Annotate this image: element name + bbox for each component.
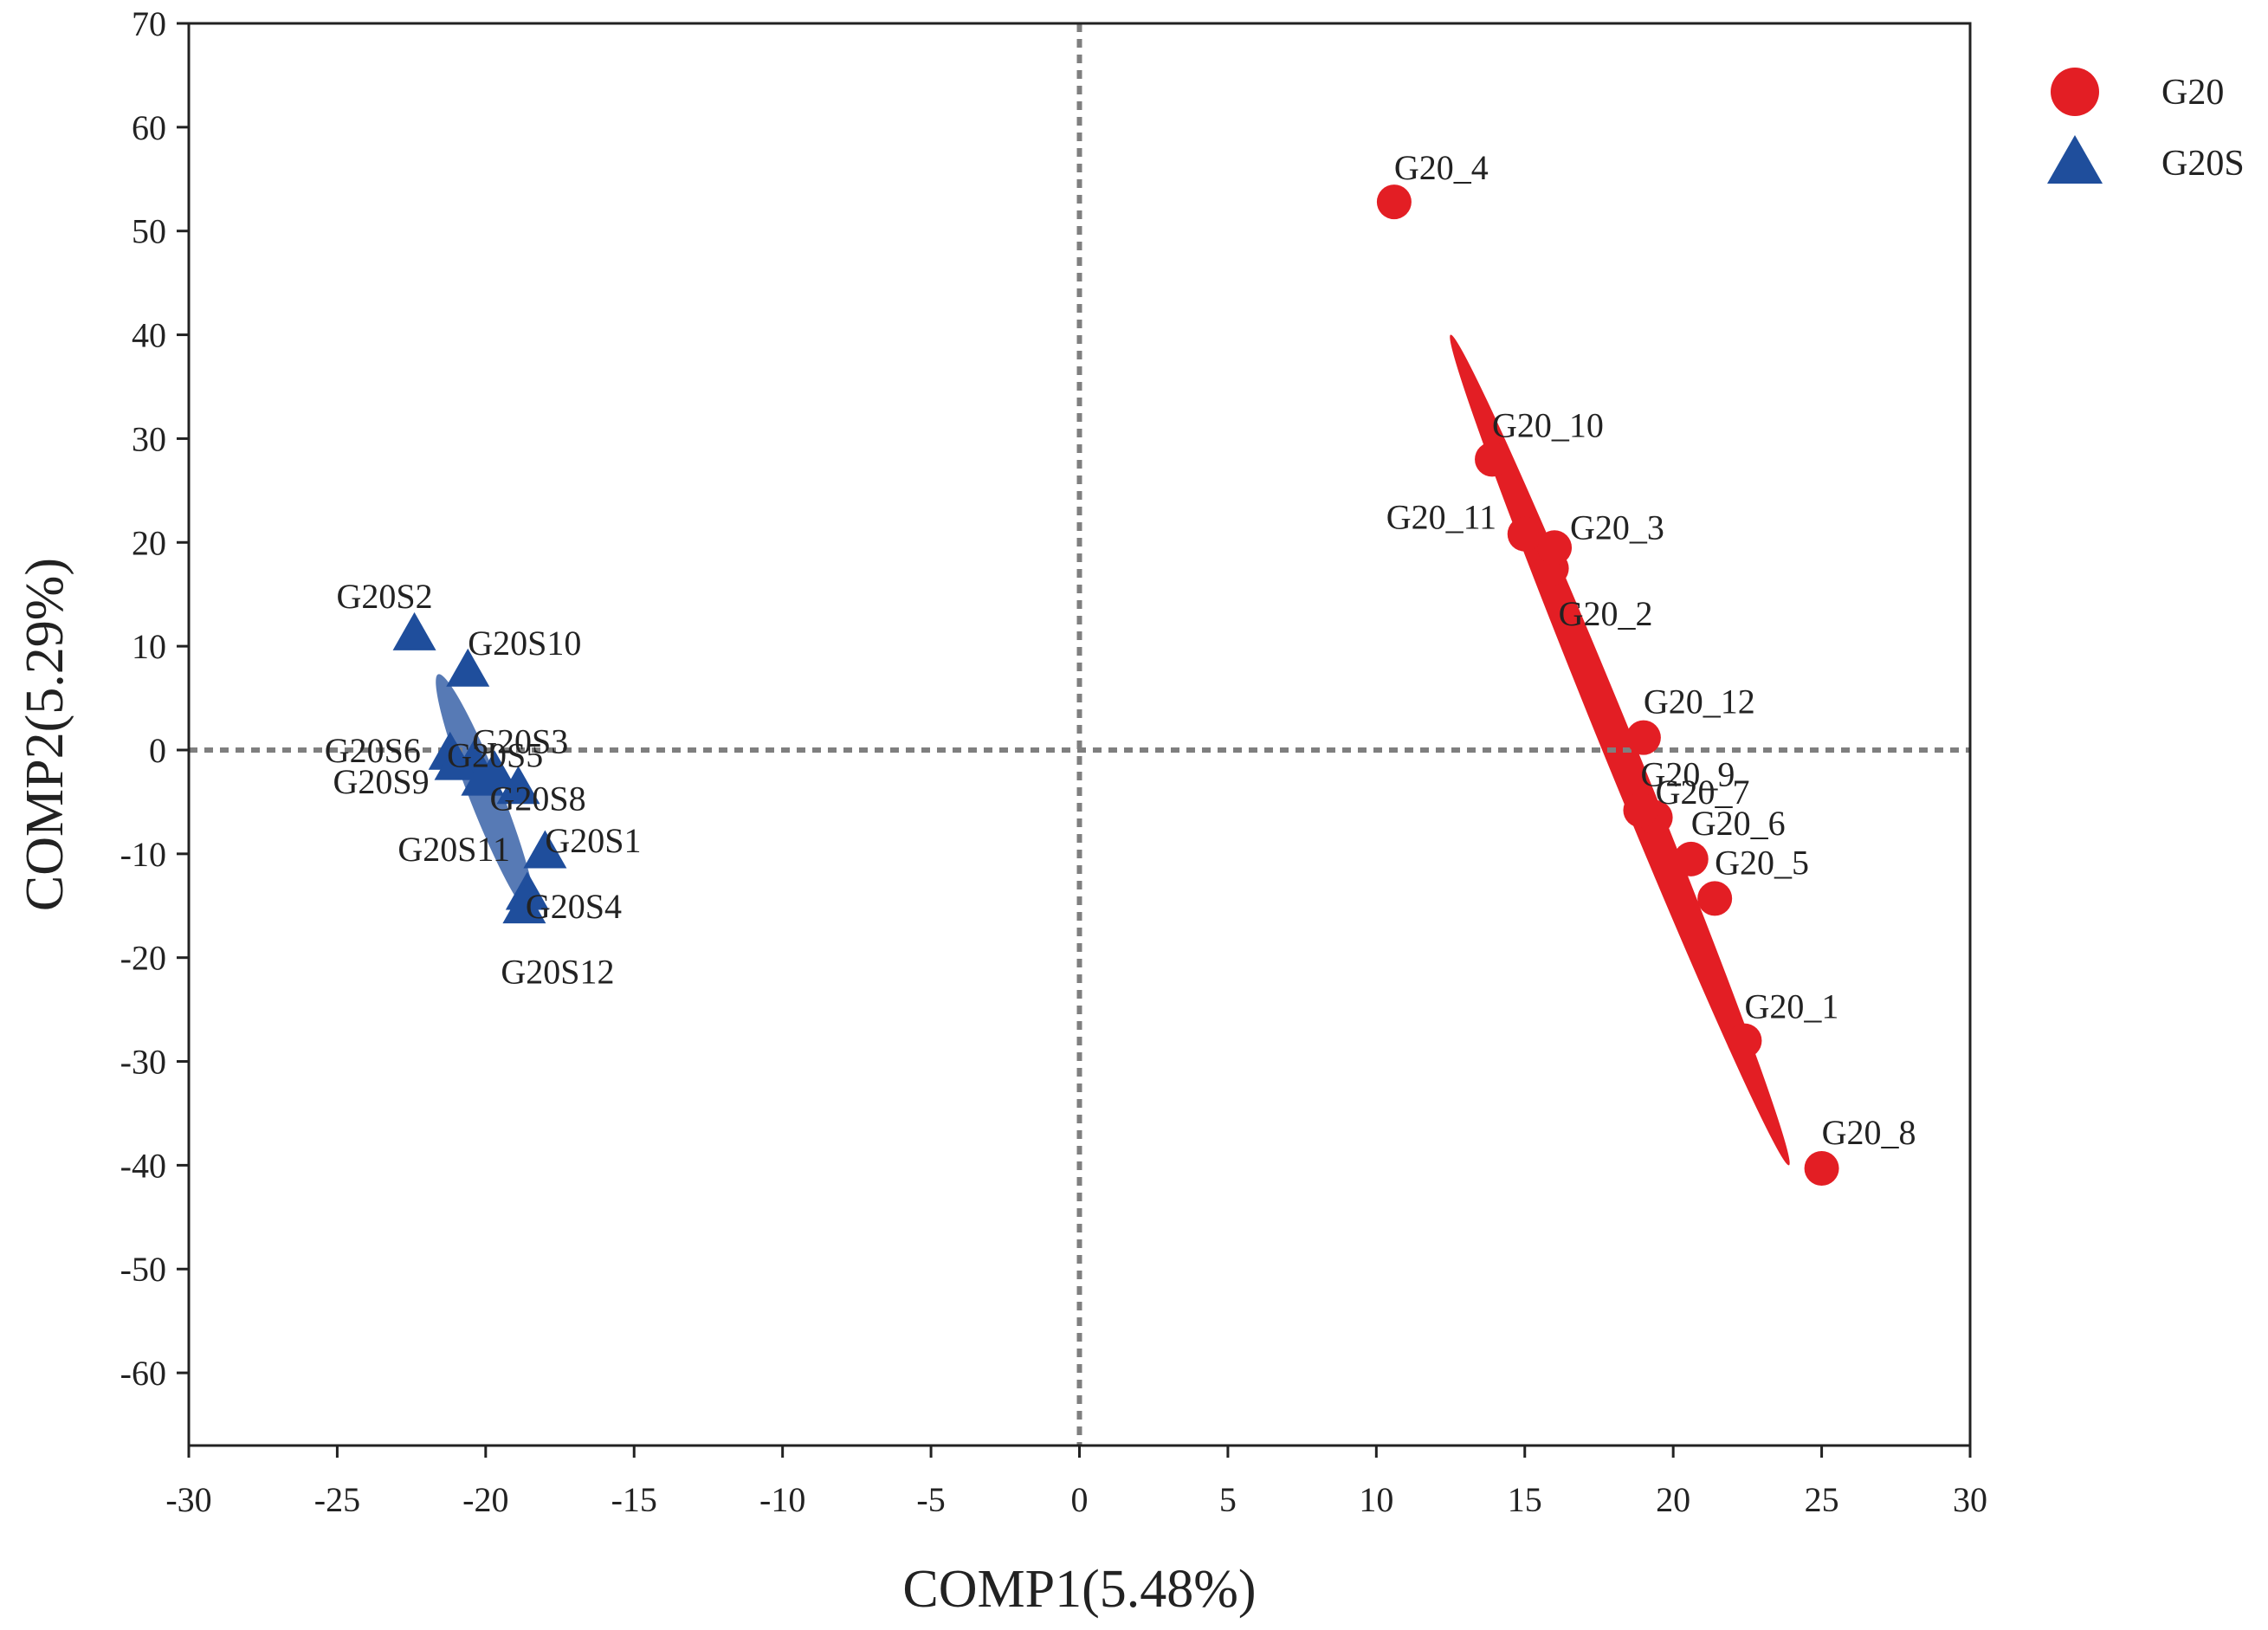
point-label-g20-5: G20_5: [1715, 843, 1809, 882]
point-g20s9: [434, 741, 478, 780]
point-label-g20-12: G20_12: [1644, 682, 1755, 721]
point-g20-5: [1697, 881, 1733, 916]
point-label-g20s5: G20S5: [447, 736, 543, 775]
point-g20s10: [446, 648, 490, 687]
reference-lines: [189, 23, 1970, 1446]
x-tick-label: 10: [1359, 1480, 1393, 1519]
y-tick-label: 50: [132, 212, 166, 251]
point-label-g20s6: G20S6: [325, 731, 421, 770]
legend-label-g20: G20: [2161, 73, 2224, 113]
point-label-g20s4: G20S4: [526, 887, 622, 926]
legend-marker-g20s: [2047, 135, 2103, 184]
x-axis-title: COMP1(5.48%): [902, 1560, 1256, 1619]
point-label-g20-2: G20_2: [1559, 594, 1653, 633]
point-label-g20-4: G20_4: [1394, 148, 1489, 187]
y-tick-label: 0: [149, 731, 166, 770]
point-label-g20s11: G20S11: [397, 830, 510, 869]
x-tick-label: 20: [1656, 1480, 1690, 1519]
point-g20-12: [1625, 720, 1661, 755]
y-axis-ticks: 70 60 50 40 30 20 10 0 -10 -20 -30 -40 -50 -60: [120, 4, 189, 1393]
point-g20-6: [1673, 841, 1709, 876]
x-tick-label: -10: [759, 1480, 805, 1519]
y-axis-title: COMP2(5.29%): [16, 558, 74, 911]
point-g20s1: [523, 830, 567, 869]
y-tick-label: -30: [120, 1043, 166, 1082]
x-tick-label: -30: [165, 1480, 211, 1519]
y-tick-label: 20: [132, 523, 166, 562]
point-label-g20s8: G20S8: [490, 779, 586, 818]
x-axis-ticks: -30 -25 -20 -15 -10 -5 0 5 10 15 20 25 30: [165, 1446, 1987, 1519]
x-tick-label: -20: [462, 1480, 508, 1519]
x-tick-label: -5: [916, 1480, 945, 1519]
point-g20-4: [1376, 184, 1412, 220]
point-g20-11: [1507, 516, 1542, 552]
point-label-g20s12: G20S12: [501, 952, 614, 991]
y-tick-label: 70: [132, 4, 166, 43]
point-g20-8: [1804, 1150, 1839, 1186]
point-label-g20s9: G20S9: [333, 762, 430, 801]
point-g20-1: [1727, 1023, 1762, 1058]
x-tick-label: 30: [1953, 1480, 1987, 1519]
point-label-g20-1: G20_1: [1744, 987, 1838, 1026]
x-tick-label: 15: [1508, 1480, 1542, 1519]
point-label-g20-7: G20_7: [1656, 773, 1750, 812]
x-tick-label: -15: [611, 1480, 657, 1519]
point-g20s8: [496, 766, 540, 805]
y-tick-label: -60: [120, 1354, 166, 1393]
point-label-g20s2: G20S2: [337, 577, 433, 616]
point-g20-3: [1537, 530, 1573, 566]
point-g20s11: [461, 757, 505, 796]
y-tick-label: 10: [132, 627, 166, 666]
point-label-g20-11: G20_11: [1386, 498, 1496, 537]
point-label-g20s1: G20S1: [545, 821, 641, 860]
point-label-g20s10: G20S10: [468, 624, 581, 663]
point-label-g20-10: G20_10: [1492, 405, 1604, 444]
y-tick-label: 30: [132, 419, 166, 458]
legend-label-g20s: G20S: [2161, 144, 2245, 184]
x-tick-label: 25: [1805, 1480, 1839, 1519]
point-label-g20-3: G20_3: [1570, 508, 1664, 547]
legend-marker-g20: [2051, 68, 2099, 116]
point-g20-10: [1475, 442, 1510, 477]
point-label-g20-8: G20_8: [1822, 1113, 1916, 1152]
y-tick-label: -40: [120, 1146, 166, 1185]
data-point-layer: [392, 184, 1839, 1186]
point-g20-9: [1623, 792, 1658, 828]
y-tick-label: -10: [120, 835, 166, 874]
point-label-g20-9: G20_9: [1640, 754, 1735, 793]
point-label-g20s3: G20S3: [472, 722, 568, 761]
point-g20s12: [502, 885, 546, 924]
y-tick-label: -50: [120, 1250, 166, 1289]
x-tick-label: -25: [314, 1480, 360, 1519]
y-tick-label: 60: [132, 108, 166, 147]
point-g20s2: [392, 611, 436, 650]
point-label-g20-6: G20_6: [1691, 804, 1786, 843]
x-tick-label: 5: [1219, 1480, 1237, 1519]
y-tick-label: 40: [132, 316, 166, 355]
y-tick-label: -20: [120, 939, 166, 978]
legend: G20 G20S: [2047, 68, 2245, 184]
x-tick-label: 0: [1071, 1480, 1089, 1519]
